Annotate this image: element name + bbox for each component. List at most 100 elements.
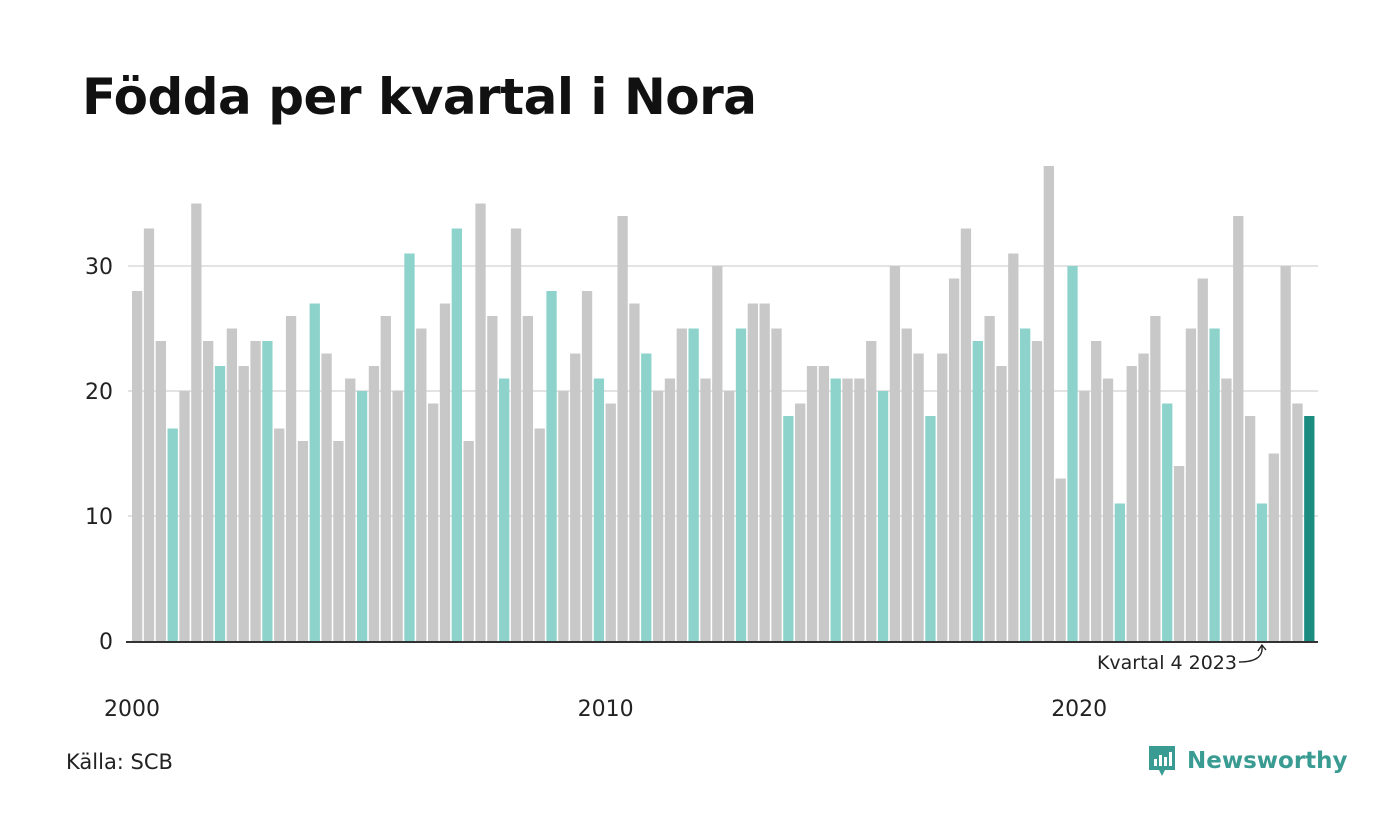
bar [155, 341, 166, 641]
bar [783, 416, 794, 641]
bar [1043, 166, 1054, 641]
bar [439, 303, 451, 641]
bar [617, 216, 628, 641]
y-axis-ticks: 0 10 20 30 [85, 255, 113, 655]
bar [1150, 316, 1161, 641]
bar [1067, 266, 1078, 641]
bar [937, 353, 948, 641]
brand-name: Newsworthy [1187, 748, 1348, 774]
bar [558, 391, 569, 641]
bar [664, 378, 676, 641]
bar [1020, 328, 1031, 641]
bar [641, 353, 652, 641]
bar [250, 341, 261, 641]
bar [960, 228, 972, 641]
bar [925, 416, 936, 641]
bar [203, 341, 214, 641]
bar [522, 316, 534, 641]
bar [1102, 378, 1114, 641]
bar [1244, 416, 1256, 641]
bar [1268, 453, 1279, 641]
bar [404, 253, 415, 641]
bar [1233, 216, 1244, 641]
bar [463, 441, 474, 641]
bar [475, 203, 486, 641]
bar [510, 228, 522, 641]
bar [1091, 341, 1102, 641]
source-note: Källa: SCB [66, 750, 173, 774]
bar [297, 441, 309, 641]
bar [652, 391, 664, 641]
bar [1079, 391, 1090, 641]
bar [1162, 403, 1173, 641]
bar [1031, 341, 1043, 641]
bar [179, 391, 190, 641]
brand-logo: Newsworthy [1147, 744, 1348, 778]
bar [830, 378, 841, 641]
bar [1055, 478, 1066, 641]
bar [428, 403, 439, 641]
bar [132, 291, 143, 641]
bar [356, 391, 368, 641]
bar [605, 403, 616, 641]
bar [285, 316, 297, 641]
bar [771, 328, 782, 641]
x-tick-label: 2000 [104, 697, 160, 722]
bar [1173, 466, 1185, 641]
bar [1256, 503, 1268, 641]
bar [392, 391, 403, 641]
bar [1126, 366, 1137, 641]
bar [274, 428, 285, 641]
bar [747, 303, 758, 641]
bar [759, 303, 770, 641]
annotation-arrow [1238, 643, 1267, 663]
bar [581, 291, 593, 641]
bar [818, 366, 830, 641]
bar [688, 328, 699, 641]
page-title: Födda per kvartal i Nora [82, 68, 757, 126]
y-tick-label: 20 [85, 380, 113, 405]
bar [1114, 503, 1126, 641]
bar [1221, 378, 1232, 641]
bar [167, 428, 178, 641]
bar [1008, 253, 1019, 641]
bar [262, 341, 273, 641]
bar [913, 353, 924, 641]
bar [345, 378, 356, 641]
bar [191, 203, 202, 641]
bar [380, 316, 391, 641]
bar [499, 378, 510, 641]
bar [309, 303, 320, 641]
annotation-label: Kvartal 4 2023 [1097, 652, 1237, 674]
bar [842, 378, 853, 641]
bar [984, 316, 995, 641]
bar [724, 391, 735, 641]
bar [948, 278, 960, 641]
bars [132, 166, 1315, 641]
bar [143, 228, 155, 641]
bar [735, 328, 747, 641]
bar [1138, 353, 1149, 641]
bar [795, 403, 806, 641]
bar [1292, 403, 1303, 641]
bar [901, 328, 912, 641]
newsworthy-logo-icon [1149, 746, 1175, 776]
bar [866, 341, 877, 641]
bar [546, 291, 557, 641]
y-tick-label: 10 [85, 505, 113, 530]
y-tick-label: 30 [85, 255, 113, 280]
bar [854, 378, 865, 641]
annotation: Kvartal 4 2023 [1097, 643, 1267, 674]
bar [451, 228, 462, 641]
bar [1197, 278, 1208, 641]
bar [321, 353, 332, 641]
x-axis-ticks: 2000 2010 2020 [104, 697, 1107, 722]
bar [1280, 266, 1291, 641]
bar [996, 366, 1007, 641]
bar-chart: 0 10 20 30 2000 2010 2020 Kvartal 4 2023 [85, 166, 1318, 722]
bar [238, 366, 249, 641]
bar [700, 378, 711, 641]
bar [877, 391, 889, 641]
bar [226, 328, 238, 641]
bar [593, 378, 605, 641]
